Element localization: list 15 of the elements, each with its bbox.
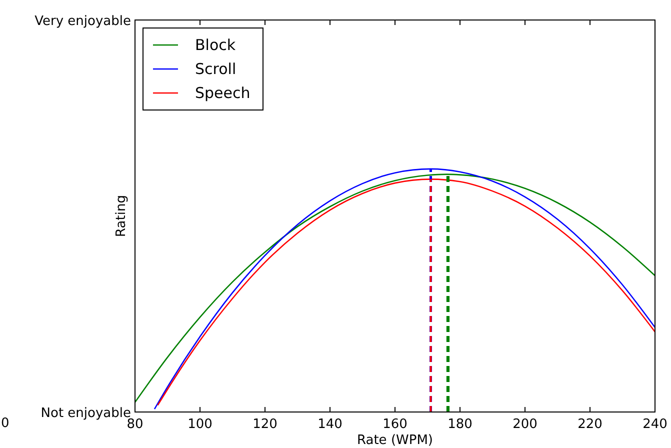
x-tick-label: 220 [578, 417, 602, 432]
x-axis-title: Rate (WPM) [357, 433, 433, 448]
x-tick-label: 200 [512, 417, 538, 432]
x-tick-label: 240 [642, 417, 668, 432]
x-tick-label: 140 [318, 417, 342, 432]
legend-label: Scroll [195, 60, 236, 78]
x-tick-label: 160 [382, 417, 408, 432]
x-tick-label: 180 [448, 417, 472, 432]
legend-label: Block [195, 36, 236, 54]
x-tick-label: 120 [252, 417, 278, 432]
text: Very enjoyable [34, 14, 131, 29]
x-tick-label: 100 [188, 417, 212, 432]
legend-label: Speech [195, 84, 250, 102]
y-axis-title: Rating [114, 195, 129, 237]
text: 0 [1, 416, 10, 431]
